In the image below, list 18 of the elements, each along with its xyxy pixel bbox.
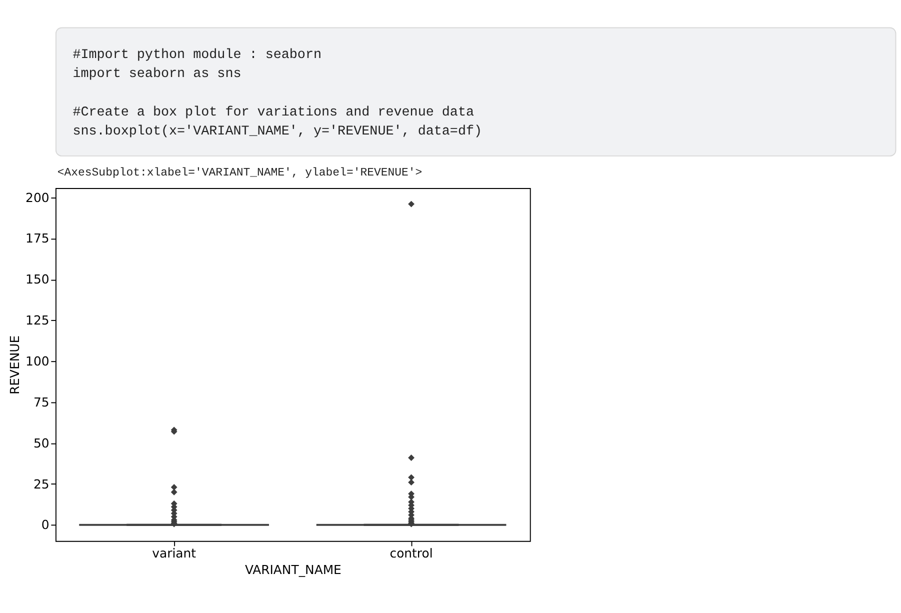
text: #Import python module : seaborn xyxy=(72,48,322,63)
text: #Create a box plot for variations and revenue data xyxy=(72,105,474,120)
y-axis-title: REVENUE xyxy=(6,335,22,394)
text: <AxesSubplot:xlabel='VARIANT_NAME', ylabel='REVENUE'> xyxy=(57,166,422,180)
y-tick-label: 0 xyxy=(41,517,50,532)
x-axis-title: VARIANT_NAME xyxy=(244,562,342,577)
y-tick-label: 200 xyxy=(26,190,50,205)
y-tick-label: 100 xyxy=(26,353,50,368)
y-tick-label: 50 xyxy=(33,435,50,450)
x-tick-label: variant xyxy=(152,546,196,561)
text: import seaborn as sns xyxy=(72,67,242,82)
y-tick-label: 75 xyxy=(33,394,50,410)
text: sns.boxplot(x='VARIANT_NAME', y='REVENUE', data=df) xyxy=(72,124,482,140)
y-tick-label: 25 xyxy=(33,476,50,492)
y-tick-label: 125 xyxy=(26,312,50,328)
y-tick-label: 175 xyxy=(26,230,50,246)
y-tick-label: 150 xyxy=(26,272,50,287)
x-tick-label: control xyxy=(390,546,433,561)
